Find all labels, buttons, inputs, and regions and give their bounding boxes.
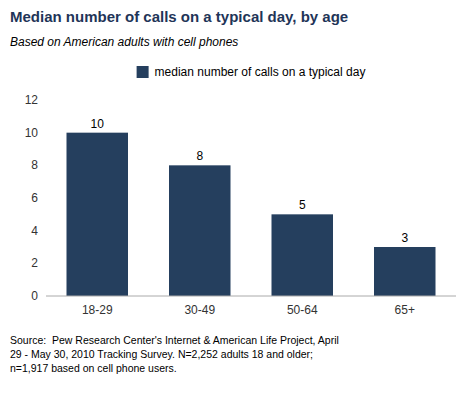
bar — [67, 133, 129, 296]
data-label: 5 — [299, 198, 306, 212]
y-tick-label: 8 — [31, 158, 38, 172]
x-tick-label: 65+ — [395, 303, 415, 317]
bars — [67, 133, 436, 296]
y-tick-label: 0 — [31, 289, 38, 303]
legend: median number of calls on a typical day — [137, 65, 366, 79]
title: Median number of calls on a typical day,… — [10, 8, 348, 25]
legend-label: median number of calls on a typical day — [155, 65, 366, 79]
chart: Median number of calls on a typical day,… — [0, 0, 470, 417]
bar — [374, 247, 436, 296]
background — [0, 0, 470, 417]
x-tick-label: 30-49 — [184, 303, 215, 317]
bar — [272, 214, 334, 296]
bar — [169, 165, 231, 296]
source-line: n=1,917 based on cell phone users. — [10, 362, 177, 374]
data-label: 10 — [91, 117, 105, 131]
y-tick-label: 12 — [25, 93, 39, 107]
subtitle: Based on American adults with cell phone… — [10, 35, 238, 49]
y-tick-label: 10 — [25, 126, 39, 140]
source-line: 29 - May 30, 2010 Tracking Survey. N=2,2… — [10, 348, 313, 360]
source-line: Source: Pew Research Center's Internet &… — [10, 334, 339, 346]
data-label: 8 — [196, 149, 203, 163]
x-tick-label: 18-29 — [82, 303, 113, 317]
source: Source: Pew Research Center's Internet &… — [10, 334, 339, 374]
y-tick-label: 4 — [31, 224, 38, 238]
data-labels: 10 8 5 3 — [91, 117, 409, 245]
legend-swatch — [137, 66, 149, 78]
y-tick-label: 2 — [31, 256, 38, 270]
y-tick-label: 6 — [31, 191, 38, 205]
x-axis-line — [46, 296, 456, 297]
data-label: 3 — [401, 231, 408, 245]
y-axis: 0 2 4 6 8 10 12 — [25, 93, 39, 303]
x-axis: 18-29 30-49 50-64 65+ — [82, 303, 415, 317]
x-tick-label: 50-64 — [287, 303, 318, 317]
